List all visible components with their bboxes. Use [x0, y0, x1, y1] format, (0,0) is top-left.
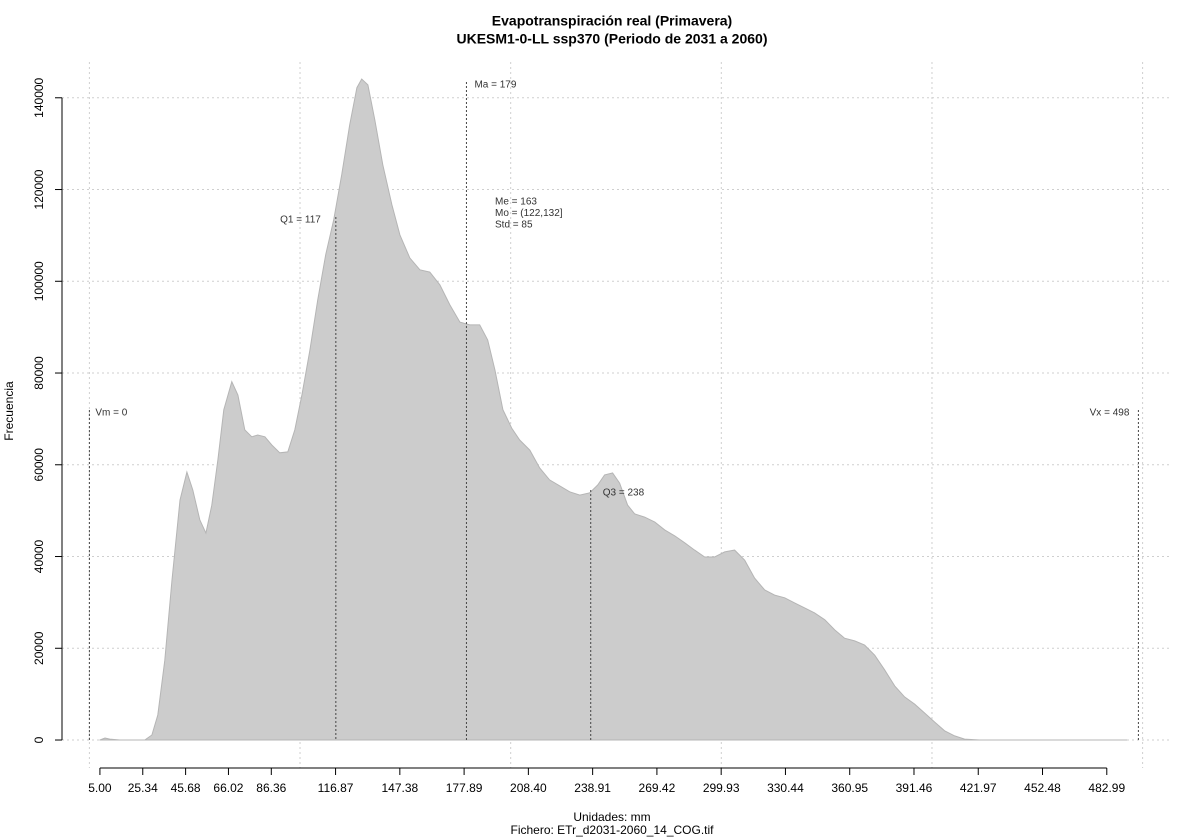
- x-tick-label: 86.36: [256, 781, 286, 795]
- x-tick-label: 452.48: [1024, 781, 1061, 795]
- density-area: [99, 78, 1128, 741]
- x-tick-label: 238.91: [574, 781, 611, 795]
- x-tick-label: 5.00: [88, 781, 112, 795]
- y-tick-label: 100000: [32, 261, 46, 301]
- x-tick-label: 208.40: [510, 781, 547, 795]
- x-tick-label: 299.93: [703, 781, 740, 795]
- y-tick-label: 120000: [32, 169, 46, 209]
- x-tick-label: 116.87: [318, 781, 354, 795]
- stat-label: Std = 85: [495, 220, 533, 231]
- y-tick-label: 80000: [32, 356, 46, 390]
- y-axis-label: Frecuencia: [2, 381, 16, 441]
- y-tick-label: 0: [32, 736, 46, 743]
- marker-label: Ma = 179: [474, 80, 516, 91]
- x-tick-label: 360.95: [831, 781, 868, 795]
- x-tick-label: 177.89: [446, 781, 483, 795]
- y-tick-label: 140000: [32, 77, 46, 117]
- x-tick-label: 66.02: [213, 781, 243, 795]
- x-tick-label: 269.42: [639, 781, 676, 795]
- x-tick-label: 147.38: [381, 781, 418, 795]
- y-tick-label: 20000: [32, 631, 46, 665]
- chart-title: Evapotranspiración real (Primavera): [492, 13, 732, 29]
- y-tick-label: 60000: [32, 448, 46, 482]
- x-tick-label: 482.99: [1088, 781, 1125, 795]
- x-tick-label: 421.97: [960, 781, 997, 795]
- stat-label: Me = 163: [495, 197, 537, 208]
- stat-label: Mo = (122,132]: [495, 208, 563, 219]
- chart-subtitle: UKESM1-0-LL ssp370 (Periodo de 2031 a 20…: [457, 31, 768, 47]
- marker-label: Vx = 498: [1090, 408, 1130, 419]
- y-tick-label: 40000: [32, 540, 46, 574]
- marker-label: Q1 = 117: [280, 215, 321, 226]
- x-tick-label: 391.46: [896, 781, 933, 795]
- marker-label: Q3 = 238: [603, 488, 645, 499]
- x-tick-label: 45.68: [171, 781, 201, 795]
- x-axis-label: Unidades: mm: [573, 810, 650, 824]
- footer: Fichero: ETr_d2031-2060_14_COG.tif: [511, 823, 715, 837]
- x-tick-label: 330.44: [767, 781, 804, 795]
- marker-label: Vm = 0: [95, 408, 127, 419]
- x-tick-label: 25.34: [128, 781, 158, 795]
